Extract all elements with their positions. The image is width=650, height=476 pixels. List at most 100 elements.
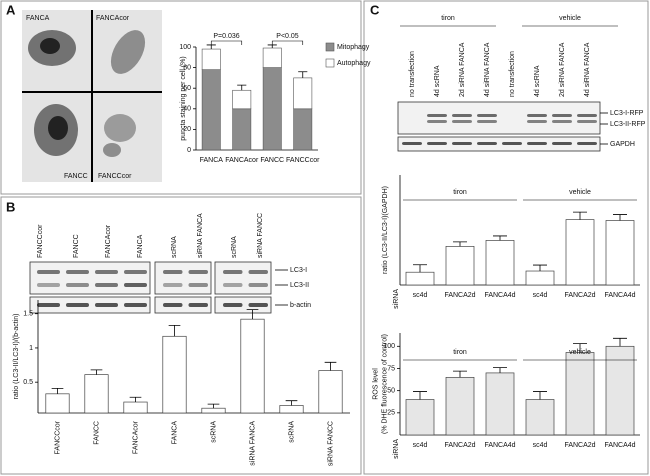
bar bbox=[565, 219, 595, 286]
blot-bands bbox=[37, 114, 597, 307]
error-bar bbox=[267, 44, 277, 49]
error-bar bbox=[573, 211, 587, 220]
blot-label: LC3-II bbox=[290, 282, 309, 289]
y-tick-label: 20 bbox=[183, 126, 191, 133]
bar bbox=[485, 372, 515, 436]
band bbox=[527, 114, 547, 117]
group-label: vehicle bbox=[569, 189, 591, 196]
blot bbox=[397, 101, 601, 152]
error-bar bbox=[573, 343, 587, 353]
x-tick-label: FANCAcor bbox=[132, 420, 139, 454]
x-tick-label: FANCA4d bbox=[484, 442, 515, 449]
error-bar bbox=[453, 370, 467, 378]
x-tick-label: FANCCcor bbox=[54, 420, 61, 454]
blot-label: GAPDH bbox=[610, 141, 635, 148]
y-tick-label: 0 bbox=[187, 147, 191, 154]
band bbox=[66, 303, 89, 307]
blot-column-label: 4d siRNA FANCA bbox=[484, 42, 491, 97]
annotation: P<0.05 bbox=[276, 33, 298, 40]
blot-column-label: scRNA bbox=[231, 236, 238, 258]
y-tick-label: 100 bbox=[179, 44, 191, 51]
error-bar bbox=[453, 241, 467, 247]
panel-frame bbox=[0, 196, 362, 475]
band bbox=[452, 120, 472, 123]
group-axis-label: siRNA bbox=[393, 289, 400, 309]
y-tick-label: 0.5 bbox=[23, 379, 33, 386]
bar-segment bbox=[232, 108, 252, 151]
error-bar bbox=[90, 369, 103, 375]
bar bbox=[445, 376, 475, 436]
panel-letter: C bbox=[370, 2, 380, 17]
bar-segment bbox=[232, 89, 252, 110]
blot-column-label: 4d siRNA FANCA bbox=[584, 42, 591, 97]
y-axis-label: ratio (LC3-II/LC3-I)(GAPDH) bbox=[382, 186, 389, 274]
bar bbox=[405, 399, 435, 436]
x-tick-label: scRNA bbox=[210, 421, 217, 443]
error-bar bbox=[413, 264, 427, 273]
legend-swatch bbox=[325, 58, 335, 68]
band bbox=[248, 270, 268, 274]
panel-letter: A bbox=[6, 2, 16, 17]
y-tick-label: 60 bbox=[183, 85, 191, 92]
blot-label: LC3-I bbox=[290, 267, 307, 274]
legend-label: Mitophagy bbox=[337, 44, 370, 51]
image-label: FANCAcor bbox=[96, 15, 130, 22]
bar-segment bbox=[293, 108, 313, 151]
blot-column-label: no transfection bbox=[509, 51, 516, 97]
x-tick-label: FANCA4d bbox=[604, 292, 635, 299]
panel-letter: B bbox=[6, 199, 15, 214]
bar-segment bbox=[201, 48, 221, 70]
band bbox=[477, 120, 497, 123]
band bbox=[163, 303, 183, 307]
band bbox=[427, 120, 447, 123]
error-bar bbox=[237, 84, 247, 91]
band bbox=[66, 283, 89, 287]
y-tick-label: 25 bbox=[387, 410, 395, 417]
y-axis-label: puncta staining per cell (%) bbox=[180, 56, 187, 140]
error-bar bbox=[324, 361, 337, 371]
blot-column-label: scRNA bbox=[171, 236, 178, 258]
x-tick-label: FANCAcor bbox=[225, 157, 259, 164]
bar bbox=[445, 246, 475, 286]
x-tick-label: FANCA2d bbox=[564, 292, 595, 299]
x-tick-label: siRNA FANCA bbox=[249, 421, 256, 466]
band bbox=[477, 142, 497, 145]
bracket bbox=[210, 40, 243, 45]
band bbox=[402, 142, 422, 145]
band bbox=[527, 142, 547, 145]
blot-column-label: siRNA FANCA bbox=[197, 213, 204, 258]
band bbox=[552, 120, 572, 123]
band bbox=[37, 303, 60, 307]
bar bbox=[605, 345, 635, 436]
y-axis-label: ROS level bbox=[372, 368, 379, 400]
bar bbox=[123, 401, 148, 414]
band bbox=[124, 303, 147, 307]
band bbox=[502, 142, 522, 145]
group-label: vehicle bbox=[569, 349, 591, 356]
band bbox=[124, 283, 147, 287]
band bbox=[37, 283, 60, 287]
band bbox=[223, 303, 243, 307]
band bbox=[223, 283, 243, 287]
bar bbox=[565, 352, 595, 436]
y-tick-label: 80 bbox=[183, 64, 191, 71]
x-tick-label: sc4d bbox=[533, 292, 548, 299]
x-tick-label: FANCA bbox=[200, 157, 224, 164]
error-bar bbox=[129, 396, 142, 403]
bar bbox=[201, 407, 226, 414]
x-tick-label: sc4d bbox=[533, 442, 548, 449]
image-label: FANCA bbox=[26, 15, 50, 22]
band bbox=[95, 303, 118, 307]
band bbox=[577, 120, 597, 123]
x-tick-label: scRNA bbox=[288, 421, 295, 443]
blot-column-label: 2d siRNA FANCA bbox=[559, 42, 566, 97]
error-bar bbox=[533, 391, 547, 400]
x-tick-label: sc4d bbox=[413, 292, 428, 299]
blot-group: tiron bbox=[441, 15, 455, 22]
band bbox=[163, 283, 183, 287]
band bbox=[37, 270, 60, 274]
x-tick-label: FANCA4d bbox=[484, 292, 515, 299]
bar bbox=[485, 240, 515, 286]
band bbox=[248, 303, 268, 307]
